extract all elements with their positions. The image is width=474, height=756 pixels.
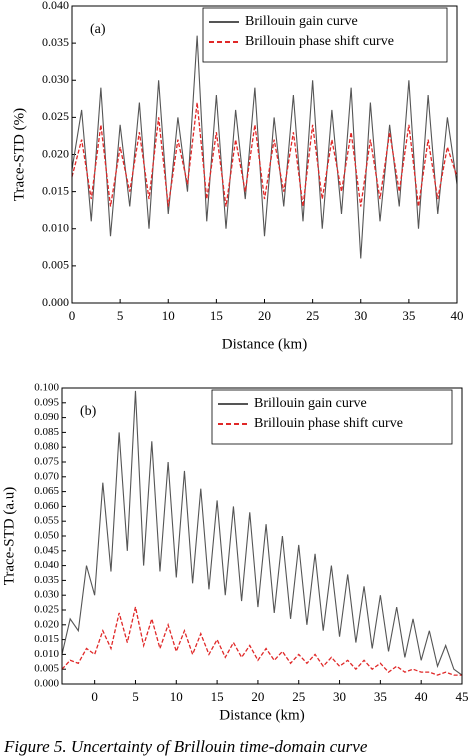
y-axis-label: Trace-STD (a.u): [1, 487, 17, 586]
x-tick-label: 35: [374, 689, 387, 704]
x-tick-label: 45: [456, 689, 469, 704]
x-tick-label: 0: [69, 308, 76, 323]
x-tick-label: 5: [132, 689, 139, 704]
plot-frame: [71, 5, 458, 304]
legend-label: Brillouin phase shift curve: [254, 416, 403, 431]
series-line: [61, 606, 462, 676]
y-tick-label: 0.085: [34, 426, 59, 438]
legend-box: [202, 7, 448, 63]
caption: Figure 5. Uncertainty of Brillouin time-…: [3, 737, 368, 756]
y-tick-label: 0.050: [34, 530, 59, 542]
y-tick-label: 0.015: [34, 633, 59, 645]
x-tick-label: 20: [258, 308, 271, 323]
x-tick-label: 40: [451, 308, 464, 323]
series-line: [71, 102, 458, 207]
legend-label: Brillouin phase shift curve: [245, 34, 394, 49]
legend-label: Brillouin gain curve: [245, 14, 358, 29]
y-tick-label: 0.025: [42, 109, 69, 123]
x-tick-label: 20: [251, 689, 264, 704]
y-tick-label: 0.045: [34, 544, 59, 556]
y-tick-label: 0.030: [42, 72, 69, 86]
legend-label: Brillouin gain curve: [254, 396, 367, 411]
panel-label: (a): [90, 22, 106, 37]
y-tick-label: 0.020: [42, 146, 69, 160]
x-tick-label: 10: [162, 308, 175, 323]
x-tick-label: 15: [210, 308, 223, 323]
x-tick-label: 0: [91, 689, 98, 704]
y-axis-label: Trace-STD (%): [11, 108, 27, 201]
y-tick-label: 0.095: [34, 396, 59, 408]
y-tick-label: 0.060: [34, 500, 59, 512]
y-tick-label: 0.035: [42, 35, 69, 49]
x-axis-label: Distance (km): [222, 336, 307, 352]
x-tick-label: 5: [117, 308, 124, 323]
y-tick-label: 0.100: [34, 382, 59, 394]
y-tick-label: 0.010: [34, 648, 59, 660]
y-tick-label: 0.000: [34, 678, 59, 690]
y-tick-label: 0.090: [34, 411, 59, 423]
x-tick-label: 15: [211, 689, 224, 704]
legend-box: [211, 389, 453, 445]
y-tick-label: 0.015: [42, 183, 69, 197]
x-tick-label: 35: [402, 308, 415, 323]
y-tick-label: 0.010: [42, 221, 69, 235]
y-tick-label: 0.005: [34, 663, 59, 675]
x-tick-label: 10: [170, 689, 183, 704]
x-axis-label: Distance (km): [219, 707, 304, 723]
series-line: [61, 390, 463, 676]
plot-frame: [61, 387, 463, 685]
y-tick-label: 0.000: [42, 295, 69, 309]
y-tick-label: 0.040: [42, 0, 69, 12]
x-tick-label: 40: [415, 689, 428, 704]
y-tick-label: 0.075: [34, 456, 59, 468]
y-tick-label: 0.020: [34, 618, 59, 630]
y-tick-label: 0.080: [34, 441, 59, 453]
x-tick-label: 25: [292, 689, 305, 704]
series-line: [71, 35, 458, 259]
y-tick-label: 0.005: [42, 258, 69, 272]
y-tick-label: 0.040: [34, 559, 59, 571]
y-tick-label: 0.025: [34, 604, 59, 616]
y-tick-label: 0.070: [34, 470, 59, 482]
x-tick-label: 30: [333, 689, 346, 704]
panel-label: (b): [80, 404, 97, 419]
y-tick-label: 0.035: [34, 574, 59, 586]
y-tick-label: 0.030: [34, 589, 59, 601]
y-tick-label: 0.055: [34, 515, 59, 527]
y-tick-label: 0.065: [34, 485, 59, 497]
x-tick-label: 30: [354, 308, 367, 323]
x-tick-label: 25: [306, 308, 319, 323]
